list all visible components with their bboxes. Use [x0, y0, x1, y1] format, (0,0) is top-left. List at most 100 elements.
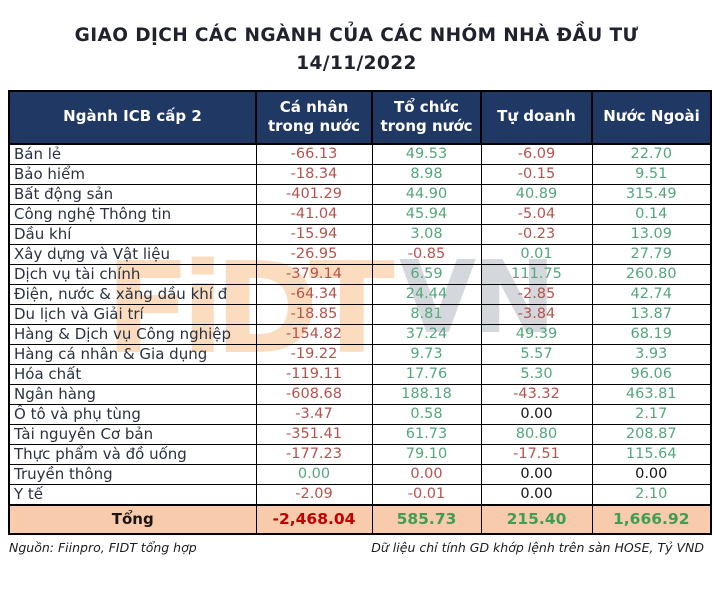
- value-cell: -0.15: [480, 163, 593, 185]
- value-cell: 22.70: [591, 143, 712, 165]
- value-cell: 0.00: [371, 463, 482, 485]
- title-line-1: GIAO DỊCH CÁC NGÀNH CỦA CÁC NHÓM NHÀ ĐẦU…: [74, 25, 639, 46]
- value-cell: 315.49: [591, 183, 712, 205]
- value-cell: -6.09: [480, 143, 593, 165]
- value-cell: 0.00: [591, 463, 712, 485]
- table-row: Hàng & Dịch vụ Công nghiệp -154.82 37.24 49…: [8, 323, 712, 345]
- column-header: Nước Ngoài: [591, 89, 712, 145]
- value-cell: 0.14: [591, 203, 712, 225]
- value-cell: 37.24: [371, 323, 482, 345]
- table-row: Hóa chất -119.11 17.76 5.30 96.06: [8, 363, 712, 385]
- value-cell: 8.98: [371, 163, 482, 185]
- table-row: Du lịch và Giải trí -18.85 8.81 -3.84 13.87: [8, 303, 712, 325]
- value-cell: 9.51: [591, 163, 712, 185]
- value-cell: 27.79: [591, 243, 712, 265]
- source-note: Nguồn: Fiinpro, FIDT tổng hợp: [9, 539, 197, 555]
- value-cell: -43.32: [480, 383, 593, 405]
- table-row: Ngân hàng -608.68 188.18 -43.32 463.81: [8, 383, 712, 405]
- sector-label: Du lịch và Giải trí: [8, 303, 257, 325]
- value-cell: 0.00: [255, 463, 373, 485]
- sector-label: Tài nguyên Cơ bản: [8, 423, 257, 445]
- sector-label: Hóa chất: [8, 363, 257, 385]
- value-cell: 68.19: [591, 323, 712, 345]
- total-row: Tổng -2,468.04 585.73 215.40 1,666.92: [8, 503, 712, 535]
- sector-label: Hàng cá nhân & Gia dụng: [8, 343, 257, 365]
- value-cell: 96.06: [591, 363, 712, 385]
- table-footer: Nguồn: Fiinpro, FIDT tổng hợp Dữ liệu ch…: [9, 540, 704, 555]
- value-cell: 208.87: [591, 423, 712, 445]
- column-header: Tổ chức trong nước: [371, 89, 482, 145]
- column-header: Cá nhân trong nước: [255, 89, 373, 145]
- value-cell: 42.74: [591, 283, 712, 305]
- value-cell: 3.08: [371, 223, 482, 245]
- column-header-sector: Ngành ICB cấp 2: [8, 89, 257, 145]
- value-cell: -351.41: [255, 423, 373, 445]
- value-cell: -3.84: [480, 303, 593, 325]
- title-date: 14/11/2022: [296, 52, 417, 74]
- value-cell: -2.85: [480, 283, 593, 305]
- value-cell: -66.13: [255, 143, 373, 165]
- value-cell: 0.00: [480, 403, 593, 425]
- value-cell: -26.95: [255, 243, 373, 265]
- value-cell: -5.04: [480, 203, 593, 225]
- value-cell: 6.59: [371, 263, 482, 285]
- sector-label: Y tế: [8, 483, 257, 505]
- sector-label: Xây dựng và Vật liệu: [8, 243, 257, 265]
- value-cell: 5.30: [480, 363, 593, 385]
- table-row: Hàng cá nhân & Gia dụng -19.22 9.73 5.57 3.9…: [8, 343, 712, 365]
- sector-label: Ô tô và phụ tùng: [8, 403, 257, 425]
- value-cell: 0.00: [480, 483, 593, 505]
- value-cell: -15.94: [255, 223, 373, 245]
- value-cell: -19.22: [255, 343, 373, 365]
- value-cell: -18.34: [255, 163, 373, 185]
- table-row: Thực phẩm và đồ uống -177.23 79.10 -17.51 11…: [8, 443, 712, 465]
- value-cell: -177.23: [255, 443, 373, 465]
- value-cell: 13.09: [591, 223, 712, 245]
- value-cell: 9.73: [371, 343, 482, 365]
- sector-label: Bất động sản: [8, 183, 257, 205]
- table-row: Bất động sản -401.29 44.90 40.89 315.49: [8, 183, 712, 205]
- value-cell: 79.10: [371, 443, 482, 465]
- value-cell: 40.89: [480, 183, 593, 205]
- value-cell: 463.81: [591, 383, 712, 405]
- table-row: Tài nguyên Cơ bản -351.41 61.73 80.80 208.87: [8, 423, 712, 445]
- sector-label: Bán lẻ: [8, 143, 257, 165]
- value-cell: 3.93: [591, 343, 712, 365]
- value-cell: -3.47: [255, 403, 373, 425]
- sector-label: Bảo hiểm: [8, 163, 257, 185]
- header-row: Ngành ICB cấp 2 Cá nhân trong nước Tổ chức…: [8, 89, 712, 145]
- value-cell: -119.11: [255, 363, 373, 385]
- value-cell: -608.68: [255, 383, 373, 405]
- sector-label: Điện, nước & xăng dầu khí đ: [8, 283, 257, 305]
- value-cell: -41.04: [255, 203, 373, 225]
- total-value-cell: 585.73: [371, 503, 482, 535]
- value-cell: 2.17: [591, 403, 712, 425]
- page-title: GIAO DỊCH CÁC NGÀNH CỦA CÁC NHÓM NHÀ ĐẦU…: [0, 22, 713, 78]
- value-cell: 0.00: [480, 463, 593, 485]
- value-cell: 188.18: [371, 383, 482, 405]
- table-row: Dịch vụ tài chính -379.14 6.59 111.75 260.80: [8, 263, 712, 285]
- value-cell: -18.85: [255, 303, 373, 325]
- column-header: Tự doanh: [480, 89, 593, 145]
- value-cell: -0.85: [371, 243, 482, 265]
- total-value-cell: 1,666.92: [591, 503, 712, 535]
- value-cell: 111.75: [480, 263, 593, 285]
- value-cell: -401.29: [255, 183, 373, 205]
- value-cell: 115.64: [591, 443, 712, 465]
- table-row: Công nghệ Thông tin -41.04 45.94 -5.04 0.14: [8, 203, 712, 225]
- value-cell: 260.80: [591, 263, 712, 285]
- value-cell: 49.39: [480, 323, 593, 345]
- table-row: Dầu khí -15.94 3.08 -0.23 13.09: [8, 223, 712, 245]
- table-row: Điện, nước & xăng dầu khí đ -64.34 24.44 -2…: [8, 283, 712, 305]
- sector-trading-table: Ngành ICB cấp 2 Cá nhân trong nước Tổ chức…: [8, 89, 712, 535]
- data-scope-note: Dữ liệu chỉ tính GD khớp lệnh trên sàn H…: [371, 539, 704, 555]
- value-cell: -154.82: [255, 323, 373, 345]
- sector-label: Hàng & Dịch vụ Công nghiệp: [8, 323, 257, 345]
- total-label: Tổng: [8, 503, 257, 535]
- value-cell: 0.58: [371, 403, 482, 425]
- value-cell: 49.53: [371, 143, 482, 165]
- value-cell: -2.09: [255, 483, 373, 505]
- value-cell: -64.34: [255, 283, 373, 305]
- table-row: Bán lẻ -66.13 49.53 -6.09 22.70: [8, 143, 712, 165]
- table-row: Ô tô và phụ tùng -3.47 0.58 0.00 2.17: [8, 403, 712, 425]
